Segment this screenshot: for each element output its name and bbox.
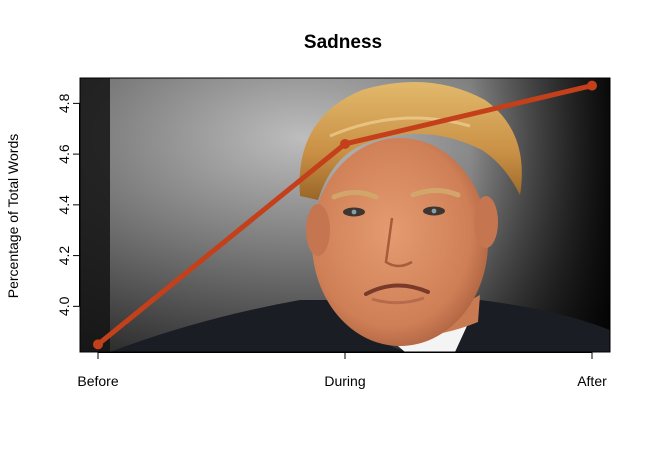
series-group <box>93 80 597 350</box>
y-tick-label: 4.6 <box>56 144 72 164</box>
y-axis-label: Percentage of Total Words <box>5 134 21 298</box>
x-tick-label: During <box>324 373 365 389</box>
y-tick-label: 4.2 <box>56 246 72 266</box>
chart-title: Sadness <box>304 32 382 53</box>
data-point <box>93 339 103 350</box>
background-photo <box>80 78 610 352</box>
y-axis: 4.0 4.2 4.4 4.6 4.8 <box>56 93 80 316</box>
x-tick-label: After <box>577 373 607 389</box>
y-tick-label: 4.0 <box>56 296 72 316</box>
x-tick-label: Before <box>77 373 118 389</box>
data-point <box>340 138 350 149</box>
x-axis: Before During After <box>77 352 607 389</box>
data-point <box>587 80 597 91</box>
y-tick-label: 4.8 <box>56 93 72 113</box>
y-tick-label: 4.4 <box>56 195 72 215</box>
